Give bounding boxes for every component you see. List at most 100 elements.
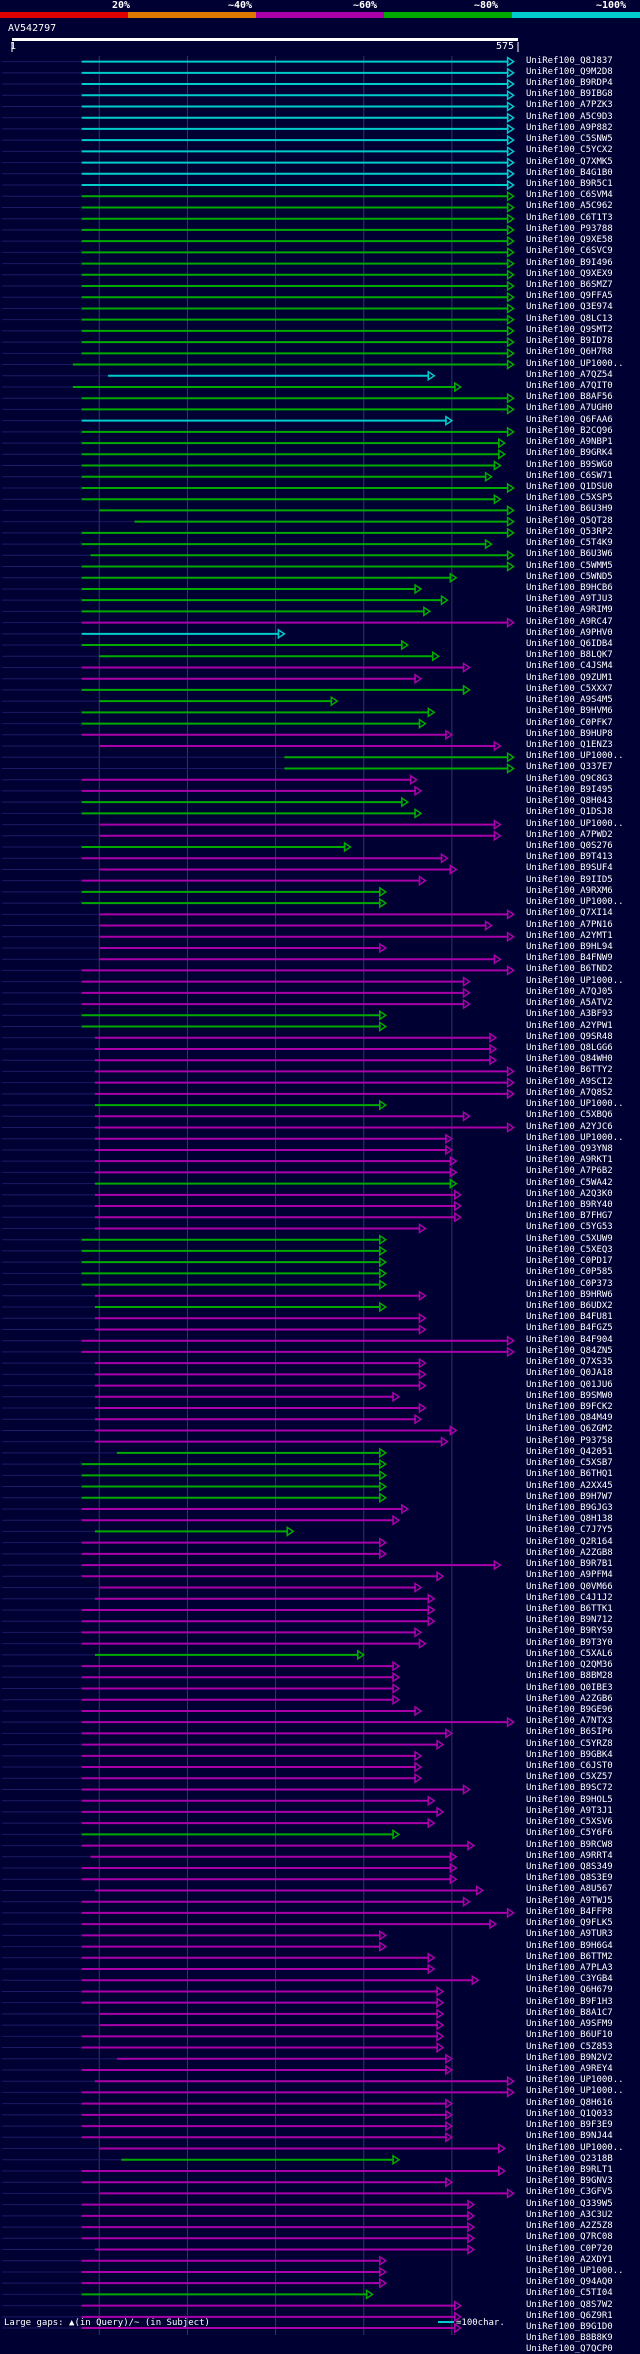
hit-label[interactable]: UniRef100_Q7QCP0	[526, 2344, 613, 2354]
hit-label[interactable]: UniRef100_B9HUP8	[526, 728, 613, 739]
hit-label[interactable]: UniRef100_A9RRT4	[526, 1850, 613, 1861]
hit-label[interactable]: UniRef100_B9I495	[526, 784, 613, 795]
hit-label[interactable]: UniRef100_B9SUF4	[526, 863, 613, 874]
hit-label[interactable]: UniRef100_C5WND5	[526, 571, 613, 582]
hit-label[interactable]: UniRef100_A9RIM9	[526, 605, 613, 616]
hit-label[interactable]: UniRef100_A9TUR3	[526, 1929, 613, 1940]
hit-label[interactable]: UniRef100_C5WA42	[526, 1177, 613, 1188]
hit-label[interactable]: UniRef100_A7QZ54	[526, 369, 613, 380]
hit-label[interactable]: UniRef100_Q0JA18	[526, 1368, 613, 1379]
hit-label[interactable]: UniRef100_Q42051	[526, 1446, 613, 1457]
hit-label[interactable]: UniRef100_C3YGB4	[526, 1974, 613, 1985]
hit-label[interactable]: UniRef100_B9R7B1	[526, 1559, 613, 1570]
hit-label[interactable]: UniRef100_Q8H138	[526, 1514, 613, 1525]
hit-label[interactable]: UniRef100_C5WMM5	[526, 560, 613, 571]
hit-label[interactable]: UniRef100_UP1000..	[526, 897, 624, 908]
hit-label[interactable]: UniRef100_C0PD17	[526, 1256, 613, 1267]
hit-label[interactable]: UniRef100_B8AF56	[526, 392, 613, 403]
hit-label[interactable]: UniRef100_B9RY40	[526, 1200, 613, 1211]
hit-label[interactable]: UniRef100_B9G1D0	[526, 2322, 613, 2333]
hit-label[interactable]: UniRef100_C5YCX2	[526, 145, 613, 156]
hit-label[interactable]: UniRef100_A5ATV2	[526, 998, 613, 1009]
hit-label[interactable]: UniRef100_B9N712	[526, 1615, 613, 1626]
hit-label[interactable]: UniRef100_A3BF93	[526, 1009, 613, 1020]
hit-label[interactable]: UniRef100_Q5QT28	[526, 515, 613, 526]
hit-label[interactable]: UniRef100_B9H6G4	[526, 1940, 613, 1951]
hit-label[interactable]: UniRef100_UP1000..	[526, 818, 624, 829]
hit-label[interactable]: UniRef100_C4JSM4	[526, 661, 613, 672]
hit-label[interactable]: UniRef100_Q9ZUM1	[526, 672, 613, 683]
hit-label[interactable]: UniRef100_B6TTY2	[526, 1065, 613, 1076]
hit-label[interactable]: UniRef100_A2ZGB8	[526, 1547, 613, 1558]
hit-label[interactable]: UniRef100_B6SIP6	[526, 1727, 613, 1738]
hit-label[interactable]: UniRef100_B9I496	[526, 257, 613, 268]
hit-label[interactable]: UniRef100_B9SWG0	[526, 459, 613, 470]
hit-label[interactable]: UniRef100_A2XDY1	[526, 2254, 613, 2265]
hit-label[interactable]: UniRef100_B9GNV3	[526, 2176, 613, 2187]
hit-label[interactable]: UniRef100_C6SW71	[526, 470, 613, 481]
hit-label[interactable]: UniRef100_Q93YN8	[526, 1143, 613, 1154]
hit-label[interactable]: UniRef100_B9GRK4	[526, 448, 613, 459]
hit-label[interactable]: UniRef100_A9RC47	[526, 616, 613, 627]
hit-label[interactable]: UniRef100_A7QJ05	[526, 986, 613, 997]
hit-label[interactable]: UniRef100_C5XZ57	[526, 1772, 613, 1783]
hit-label[interactable]: UniRef100_A9RXM6	[526, 885, 613, 896]
hit-label[interactable]: UniRef100_B8BM28	[526, 1671, 613, 1682]
hit-label[interactable]: UniRef100_UP1000..	[526, 2075, 624, 2086]
hit-label[interactable]: UniRef100_Q9SR48	[526, 1031, 613, 1042]
hit-label[interactable]: UniRef100_Q84M49	[526, 1413, 613, 1424]
hit-label[interactable]: UniRef100_C4J1J2	[526, 1592, 613, 1603]
hit-label[interactable]: UniRef100_B4FU81	[526, 1312, 613, 1323]
hit-label[interactable]: UniRef100_B6U3H9	[526, 504, 613, 515]
hit-label[interactable]: UniRef100_B9IID5	[526, 874, 613, 885]
hit-label[interactable]: UniRef100_Q0VM66	[526, 1581, 613, 1592]
hit-label[interactable]: UniRef100_A7PN16	[526, 919, 613, 930]
hit-label[interactable]: UniRef100_A2XX45	[526, 1480, 613, 1491]
hit-label[interactable]: UniRef100_B9GBK4	[526, 1749, 613, 1760]
hit-label[interactable]: UniRef100_Q8S7W2	[526, 2299, 613, 2310]
hit-label[interactable]: UniRef100_A2YMT1	[526, 930, 613, 941]
hit-label[interactable]: UniRef100_A9TJU3	[526, 594, 613, 605]
hit-label[interactable]: UniRef100_C5YG53	[526, 1222, 613, 1233]
hit-label[interactable]: UniRef100_A9RKT1	[526, 1155, 613, 1166]
hit-label[interactable]: UniRef100_A7PWD2	[526, 829, 613, 840]
hit-label[interactable]: UniRef100_B9RCW8	[526, 1839, 613, 1850]
hit-label[interactable]: UniRef100_Q94AQ0	[526, 2277, 613, 2288]
hit-label[interactable]: UniRef100_A2Q3K0	[526, 1188, 613, 1199]
hit-label[interactable]: UniRef100_Q8LC13	[526, 313, 613, 324]
hit-label[interactable]: UniRef100_Q6FAA6	[526, 414, 613, 425]
hit-label[interactable]: UniRef100_Q9SMT2	[526, 324, 613, 335]
hit-label[interactable]: UniRef100_Q7RC08	[526, 2232, 613, 2243]
hit-label[interactable]: UniRef100_B4G1B0	[526, 167, 613, 178]
hit-label[interactable]: UniRef100_Q1DSU0	[526, 481, 613, 492]
hit-label[interactable]: UniRef100_C5XBQ6	[526, 1110, 613, 1121]
hit-label[interactable]: UniRef100_Q9FLK5	[526, 1918, 613, 1929]
hit-label[interactable]: UniRef100_B6SMZ7	[526, 280, 613, 290]
hit-label[interactable]: UniRef100_B9RDP4	[526, 78, 613, 89]
hit-label[interactable]: UniRef100_Q8J837	[526, 55, 613, 66]
hit-label[interactable]: UniRef100_Q7XI14	[526, 908, 613, 919]
hit-label[interactable]: UniRef100_B9HL94	[526, 941, 613, 952]
hit-label[interactable]: UniRef100_Q337E7	[526, 762, 613, 773]
hit-label[interactable]: UniRef100_UP1000..	[526, 751, 624, 762]
hit-label[interactable]: UniRef100_C5XSP5	[526, 493, 613, 504]
hit-label[interactable]: UniRef100_B8B8K9	[526, 2333, 613, 2344]
hit-label[interactable]: UniRef100_B9HRW6	[526, 1289, 613, 1300]
hit-label[interactable]: UniRef100_A7PZK3	[526, 100, 613, 111]
hit-label[interactable]: UniRef100_C0PFK7	[526, 717, 613, 728]
hit-label[interactable]: UniRef100_Q9C8G3	[526, 773, 613, 784]
hit-label[interactable]: UniRef100_B9ID78	[526, 336, 613, 347]
hit-label[interactable]: UniRef100_A9PHV0	[526, 627, 613, 638]
hit-label[interactable]: UniRef100_A9T3J1	[526, 1805, 613, 1816]
hit-label[interactable]: UniRef100_C5Z853	[526, 2041, 613, 2052]
hit-label[interactable]: UniRef100_B8A1C7	[526, 2007, 613, 2018]
hit-label[interactable]: UniRef100_Q7XS35	[526, 1357, 613, 1368]
hit-label[interactable]: UniRef100_C5XSV6	[526, 1817, 613, 1828]
hit-label[interactable]: UniRef100_B6UF10	[526, 2030, 613, 2041]
hit-label[interactable]: UniRef100_C5XAL6	[526, 1648, 613, 1659]
hit-label[interactable]: UniRef100_C0P373	[526, 1278, 613, 1289]
hit-label[interactable]: UniRef100_Q8H043	[526, 796, 613, 807]
hit-label[interactable]: UniRef100_B9R5C1	[526, 179, 613, 190]
hit-label[interactable]: UniRef100_Q1ENZ3	[526, 740, 613, 751]
hit-label[interactable]: UniRef100_B9FCK2	[526, 1402, 613, 1412]
